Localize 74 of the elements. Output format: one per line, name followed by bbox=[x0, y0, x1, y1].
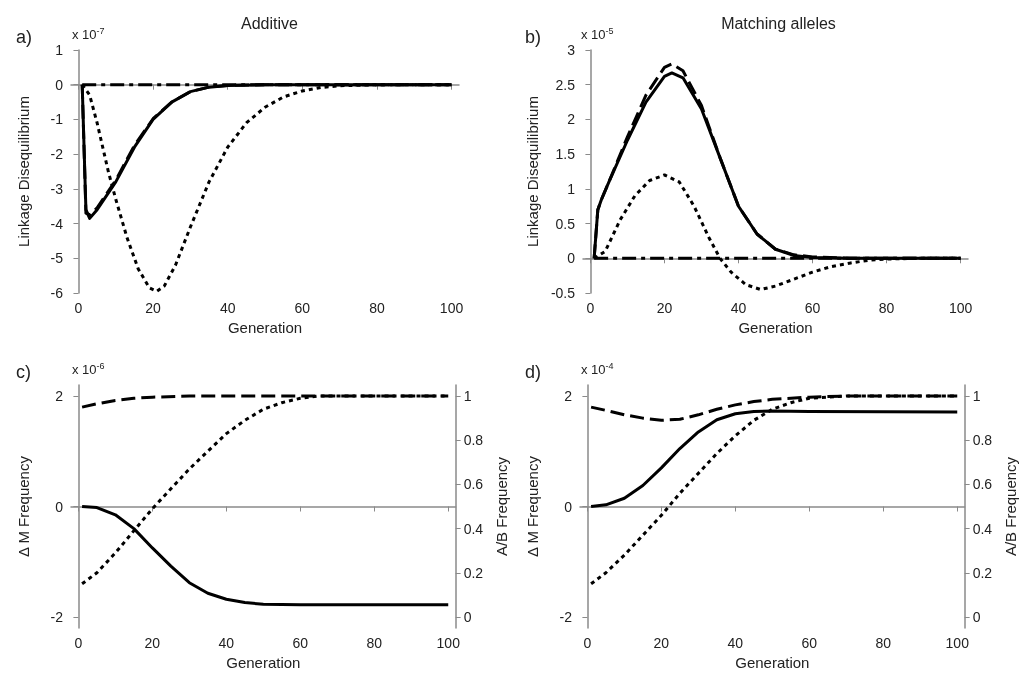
y-tick-label: 1 bbox=[567, 180, 576, 197]
x-tick-label: 100 bbox=[948, 300, 973, 316]
y2-tick-label: 0.2 bbox=[463, 564, 484, 581]
y-tick-label: 2.5 bbox=[555, 76, 576, 93]
y2-tick-label: 1 bbox=[463, 388, 472, 405]
x-tick-label: 80 bbox=[369, 300, 385, 316]
x-tick-label: 100 bbox=[945, 635, 970, 651]
x-tick-label: 40 bbox=[730, 300, 747, 316]
y-axis-title: Δ M Frequency bbox=[15, 455, 32, 557]
y-tick-label: 1.5 bbox=[555, 146, 576, 163]
y-tick-label: 2 bbox=[564, 388, 573, 405]
x-tick-label: 40 bbox=[727, 635, 744, 651]
y-axis-title: Δ M Frequency bbox=[524, 455, 541, 557]
x-tick-label: 60 bbox=[804, 300, 821, 316]
x-tick-label: 0 bbox=[74, 635, 83, 651]
x-tick-label: 80 bbox=[366, 635, 383, 651]
y-tick-label: -3 bbox=[50, 180, 64, 197]
y-tick-label: -0.5 bbox=[550, 285, 576, 301]
x-axis-title: Generation bbox=[227, 318, 303, 336]
y2-tick-label: 0 bbox=[972, 608, 981, 625]
y2-tick-label: 0.2 bbox=[972, 564, 993, 581]
y2-axis-title: A/B Frequency bbox=[1002, 456, 1019, 557]
x-tick-label: 80 bbox=[878, 300, 895, 316]
y-tick-label: -5 bbox=[50, 250, 64, 267]
y2-tick-label: 1 bbox=[972, 388, 981, 405]
y-axis-title: Linkage Disequilibrium bbox=[524, 96, 541, 247]
text: d) bbox=[525, 362, 542, 382]
y2-tick-label: 0.8 bbox=[972, 432, 993, 449]
x-tick-label: 0 bbox=[586, 300, 595, 316]
y-tick-label: 0 bbox=[567, 250, 576, 267]
text: a) bbox=[16, 27, 33, 47]
x-tick-label: 0 bbox=[74, 300, 83, 316]
y2-tick-label: 0.6 bbox=[463, 476, 484, 493]
x-tick-label: 60 bbox=[292, 635, 309, 651]
y-axis-title: Linkage Disequilibrium bbox=[15, 96, 32, 247]
x-tick-label: 40 bbox=[218, 635, 235, 651]
x-tick-label: 60 bbox=[801, 635, 818, 651]
x-tick-label: 20 bbox=[144, 635, 161, 651]
y-tick-label: 0 bbox=[55, 76, 64, 93]
y-tick-label: 1 bbox=[55, 42, 64, 58]
text: b) bbox=[525, 27, 542, 47]
x-axis-title: Generation bbox=[738, 318, 813, 336]
x-axis-title: Generation bbox=[735, 653, 810, 671]
y-tick-label: 0 bbox=[564, 498, 573, 515]
y-tick-label: -1 bbox=[50, 111, 64, 128]
x-tick-label: 0 bbox=[583, 635, 592, 651]
x-tick-label: 40 bbox=[219, 300, 236, 316]
x-tick-label: 80 bbox=[875, 635, 892, 651]
x-tick-label: 20 bbox=[145, 300, 162, 316]
y-tick-label: 2 bbox=[567, 111, 576, 128]
x-tick-label: 20 bbox=[656, 300, 673, 316]
y-tick-label: -2 bbox=[50, 608, 64, 625]
y-tick-label: 0.5 bbox=[555, 215, 576, 232]
y2-tick-label: 0.4 bbox=[463, 520, 484, 537]
y2-tick-label: 0.8 bbox=[463, 432, 484, 449]
y-tick-label: 0 bbox=[55, 498, 64, 515]
y2-tick-label: 0 bbox=[463, 608, 472, 625]
y-tick-label: -4 bbox=[50, 215, 64, 232]
x-tick-label: 100 bbox=[439, 300, 464, 316]
chart-title: Matching alleles bbox=[721, 14, 836, 32]
x-tick-label: 100 bbox=[436, 635, 461, 651]
x-tick-label: 20 bbox=[653, 635, 670, 651]
y-tick-label: 3 bbox=[567, 42, 576, 58]
text: c) bbox=[16, 362, 31, 382]
y-tick-label: -2 bbox=[559, 608, 573, 625]
y2-tick-label: 0.6 bbox=[972, 476, 993, 493]
y-tick-label: -6 bbox=[50, 285, 64, 301]
x-tick-label: 60 bbox=[294, 300, 311, 316]
y-tick-label: 2 bbox=[55, 388, 64, 405]
x-axis-title: Generation bbox=[226, 653, 301, 671]
y-tick-label: -2 bbox=[50, 146, 64, 163]
chart-title: Additive bbox=[241, 14, 299, 32]
y2-axis-title: A/B Frequency bbox=[493, 456, 510, 557]
y2-tick-label: 0.4 bbox=[972, 520, 993, 537]
